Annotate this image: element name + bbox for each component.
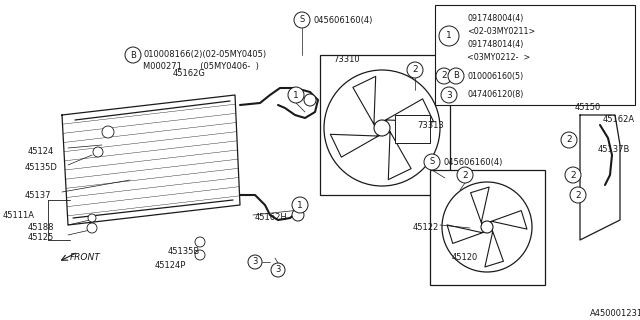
Circle shape: [481, 221, 493, 233]
Text: B: B: [130, 51, 136, 60]
Circle shape: [561, 132, 577, 148]
Text: 1: 1: [293, 91, 299, 100]
Circle shape: [294, 12, 310, 28]
Circle shape: [195, 250, 205, 260]
Text: 45135D: 45135D: [25, 164, 58, 172]
Circle shape: [448, 68, 464, 84]
Text: 047406120(8): 047406120(8): [467, 91, 524, 100]
Bar: [435, 5, 635, 105]
Text: 2: 2: [566, 135, 572, 145]
Text: 45137: 45137: [25, 190, 51, 199]
Text: 2: 2: [462, 171, 468, 180]
Circle shape: [87, 223, 97, 233]
Text: FRONT: FRONT: [70, 253, 100, 262]
Circle shape: [457, 167, 473, 183]
Circle shape: [407, 62, 423, 78]
Circle shape: [436, 68, 452, 84]
Text: 45111A: 45111A: [3, 211, 35, 220]
Text: <02-03MY0211>: <02-03MY0211>: [467, 27, 535, 36]
Text: 45124: 45124: [28, 148, 54, 156]
Text: 45120: 45120: [452, 253, 478, 262]
Circle shape: [439, 26, 459, 46]
Text: 45188: 45188: [28, 223, 54, 233]
Text: S: S: [300, 15, 305, 25]
Text: M000271       (05MY0406-  ): M000271 (05MY0406- ): [143, 61, 259, 70]
Text: 45137B: 45137B: [598, 146, 630, 155]
Text: 2: 2: [441, 71, 447, 81]
Text: 45162G: 45162G: [173, 68, 206, 77]
Circle shape: [324, 70, 440, 186]
Circle shape: [292, 197, 308, 213]
Circle shape: [424, 154, 440, 170]
Circle shape: [125, 47, 141, 63]
Circle shape: [248, 255, 262, 269]
Circle shape: [271, 263, 285, 277]
Text: 45122: 45122: [413, 223, 439, 233]
Text: 45125: 45125: [28, 234, 54, 243]
Text: 3: 3: [275, 266, 281, 275]
Text: 45162H: 45162H: [255, 213, 288, 222]
Text: 2: 2: [575, 190, 581, 199]
Circle shape: [570, 187, 586, 203]
Bar: [320, 55, 450, 195]
Text: A450001231: A450001231: [590, 308, 640, 317]
Text: 45124P: 45124P: [155, 260, 186, 269]
Text: 3: 3: [252, 258, 258, 267]
Circle shape: [288, 87, 304, 103]
Circle shape: [441, 87, 457, 103]
Bar: [395, 115, 430, 143]
Text: 1: 1: [297, 201, 303, 210]
Text: 2: 2: [412, 66, 418, 75]
Text: 1: 1: [446, 31, 452, 41]
Text: 73310: 73310: [333, 55, 360, 65]
Circle shape: [88, 214, 96, 222]
Text: B: B: [453, 71, 459, 81]
Text: 45162A: 45162A: [603, 116, 635, 124]
Text: 2: 2: [570, 171, 576, 180]
Text: 091748004(4): 091748004(4): [467, 14, 524, 23]
Circle shape: [304, 94, 316, 106]
Text: 73313: 73313: [417, 121, 444, 130]
Text: 45150: 45150: [575, 103, 601, 113]
Text: 3: 3: [446, 91, 452, 100]
Text: <03MY0212-  >: <03MY0212- >: [467, 52, 531, 61]
Circle shape: [292, 209, 304, 221]
Circle shape: [565, 167, 581, 183]
Text: S: S: [429, 157, 435, 166]
Text: 091748014(4): 091748014(4): [467, 41, 524, 50]
Text: 45135B: 45135B: [168, 247, 200, 257]
Text: 010008166(2)(02-05MY0405): 010008166(2)(02-05MY0405): [143, 51, 266, 60]
Circle shape: [442, 182, 532, 272]
Bar: [430, 170, 545, 285]
Text: 045606160(4): 045606160(4): [443, 157, 502, 166]
Circle shape: [93, 147, 103, 157]
Circle shape: [374, 120, 390, 136]
Circle shape: [195, 237, 205, 247]
Text: 010006160(5): 010006160(5): [467, 71, 524, 81]
Circle shape: [102, 126, 114, 138]
Text: 045606160(4): 045606160(4): [313, 15, 372, 25]
